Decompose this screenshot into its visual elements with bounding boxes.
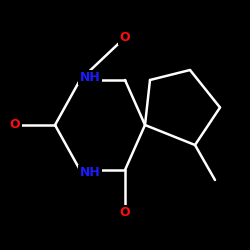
Text: O: O xyxy=(120,206,130,219)
Text: NH: NH xyxy=(80,166,100,179)
Text: O: O xyxy=(10,118,20,132)
Text: NH: NH xyxy=(80,166,100,179)
Text: O: O xyxy=(120,31,130,44)
Text: O: O xyxy=(120,206,130,219)
Text: O: O xyxy=(120,31,130,44)
Text: O: O xyxy=(120,31,130,44)
Text: NH: NH xyxy=(80,71,100,84)
Text: O: O xyxy=(10,118,20,132)
Text: NH: NH xyxy=(80,71,100,84)
Text: O: O xyxy=(120,206,130,219)
Text: O: O xyxy=(10,118,20,132)
